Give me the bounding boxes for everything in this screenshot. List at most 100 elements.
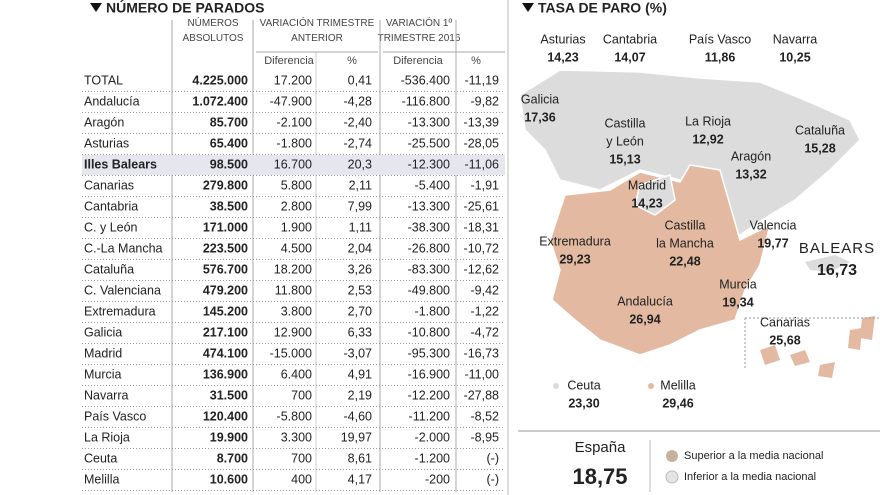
region-value: 10,25 — [779, 50, 810, 64]
cell: -5.800 — [277, 409, 312, 423]
cell: 11.800 — [275, 283, 312, 297]
region-name: Cantabria — [603, 32, 657, 46]
cell: -1,22 — [471, 304, 500, 318]
cell: 1.072.400 — [192, 94, 248, 108]
row-name: Canarias — [84, 178, 134, 192]
highlight-row — [82, 155, 505, 175]
cell: -12.200 — [408, 388, 450, 402]
legend-text: Superior a la media nacional — [684, 450, 823, 462]
cell: 8.700 — [217, 451, 248, 465]
cell: -8,52 — [471, 409, 500, 423]
cell: 700 — [291, 451, 312, 465]
cell: -536.400 — [401, 73, 450, 87]
cell: 17.200 — [274, 73, 312, 87]
cell: 7,99 — [348, 199, 372, 213]
cell: -13.300 — [408, 199, 450, 213]
cell: -4,28 — [344, 94, 373, 108]
cell: -1.800 — [277, 136, 312, 150]
cell: 2.800 — [281, 199, 312, 213]
legend-text: Inferior a la media nacional — [684, 471, 816, 483]
cell: -9,42 — [471, 283, 500, 297]
cell: 4,17 — [348, 472, 372, 486]
cell: 474.100 — [203, 346, 248, 360]
cell: -4,72 — [471, 325, 500, 339]
cell: 18.200 — [274, 262, 312, 276]
region-name: Murcia — [719, 277, 757, 291]
row-name: Galicia — [84, 325, 122, 339]
region-name: País Vasco — [689, 32, 751, 46]
cell: 5.800 — [281, 178, 312, 192]
region-value: 22,48 — [669, 254, 700, 268]
row-name: C. Valenciana — [84, 283, 161, 297]
region-name: Navarra — [773, 32, 818, 46]
region-name: Castilla — [665, 218, 706, 232]
region-name: Galicia — [521, 92, 559, 106]
region-name: Canarias — [760, 315, 810, 329]
cell: 65.400 — [210, 136, 248, 150]
cell: -25.500 — [408, 136, 450, 150]
cell: 120.400 — [203, 409, 248, 423]
region-name: la Mancha — [656, 236, 714, 250]
region-value: 17,36 — [524, 110, 555, 124]
cell: 279.800 — [203, 178, 248, 192]
cell: -12.300 — [408, 157, 450, 171]
row-name: Melilla — [84, 472, 119, 486]
region-value: 11,86 — [705, 50, 736, 64]
cell: 0,41 — [348, 73, 372, 87]
region-value: 14,23 — [547, 50, 578, 64]
region-name: Castilla — [605, 116, 646, 130]
cell: -16,73 — [464, 346, 499, 360]
cell: -2.000 — [415, 430, 450, 444]
cell: -95.300 — [408, 346, 450, 360]
cell: 2,53 — [348, 283, 372, 297]
region-name: Cataluña — [795, 123, 845, 137]
cell: 8,61 — [348, 451, 372, 465]
cell: -10,72 — [464, 241, 499, 255]
region-name: Aragón — [731, 149, 771, 163]
cell: -11,06 — [464, 157, 499, 171]
row-name: País Vasco — [84, 409, 146, 423]
cell: 3.300 — [281, 430, 312, 444]
cell: -4,60 — [344, 409, 373, 423]
cell: -26.800 — [408, 241, 450, 255]
region-value: 26,94 — [629, 312, 660, 326]
cell: 38.500 — [210, 199, 248, 213]
cell: -1.200 — [415, 451, 450, 465]
column-header-box: VARIACIÓN 1º TRIMESTRE 2016 — [378, 18, 461, 44]
cell: 576.700 — [203, 262, 248, 276]
subcolumn-header: Diferencia — [264, 55, 314, 67]
region-name: Asturias — [540, 32, 585, 46]
cell: -8,95 — [471, 430, 500, 444]
region-name: Valencia — [749, 218, 796, 232]
cell: 217.100 — [203, 325, 248, 339]
national-value: 18,75 — [572, 464, 627, 489]
row-name: Aragón — [84, 115, 124, 129]
column-header-box: NÚMEROS ABSOLUTOS — [182, 18, 244, 44]
column-header: NÚMEROS ABSOLUTOS — [182, 18, 244, 44]
cell: -2.100 — [277, 115, 312, 129]
cell: -10.800 — [408, 325, 450, 339]
region-value: 15,13 — [609, 152, 640, 166]
cell: -16.900 — [408, 367, 450, 381]
cell: -15.000 — [270, 346, 312, 360]
legend-swatch — [665, 470, 679, 484]
cell: -13.300 — [408, 115, 450, 129]
region-labels: Asturias 14,23 Cantabria 14,07 País Vasco 11,… — [521, 32, 874, 410]
cell: 19.900 — [210, 430, 248, 444]
region-name: Andalucía — [617, 294, 673, 308]
cell: 85.700 — [210, 115, 248, 129]
cell: -11,19 — [464, 73, 499, 87]
cell: -83.300 — [408, 262, 450, 276]
cell: -1,91 — [471, 178, 500, 192]
region-value: 19,34 — [722, 295, 753, 309]
cell: -9,82 — [471, 94, 500, 108]
row-name: Illes Balears — [84, 157, 157, 171]
map-title: TASA DE PARO (%) — [538, 0, 667, 16]
cell: 12.900 — [274, 325, 312, 339]
table-title: NÚMERO DE PARADOS — [106, 0, 264, 16]
region-value: 12,92 — [692, 132, 723, 146]
row-name: C. y León — [84, 220, 138, 234]
row-name: Madrid — [84, 346, 122, 360]
cell: (-) — [487, 472, 500, 486]
cell: 10.600 — [210, 472, 248, 486]
